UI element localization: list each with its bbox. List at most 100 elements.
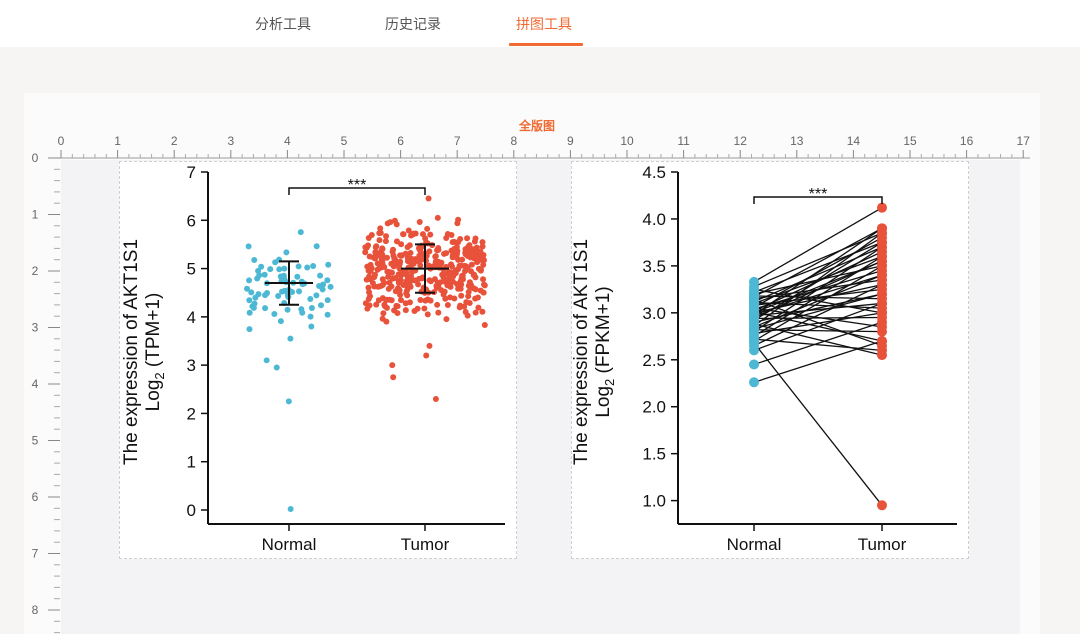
ruler-label: 13 bbox=[790, 134, 804, 148]
x-tick-label: Tumor bbox=[401, 535, 450, 554]
data-point bbox=[475, 304, 482, 311]
data-point bbox=[380, 310, 387, 317]
data-point bbox=[464, 235, 471, 242]
data-point bbox=[299, 309, 306, 316]
data-point bbox=[472, 235, 479, 242]
y-axis-title-line1: The expression of AKT1S1 bbox=[572, 239, 592, 465]
data-point bbox=[416, 246, 423, 253]
y-tick-label: 4 bbox=[187, 308, 196, 327]
data-point bbox=[287, 506, 294, 513]
pair-line bbox=[753, 323, 883, 356]
significance-bracket bbox=[753, 196, 883, 204]
ruler-label: 14 bbox=[847, 134, 861, 148]
data-point bbox=[480, 261, 487, 268]
pair-line bbox=[753, 227, 883, 298]
data-point bbox=[289, 289, 296, 296]
ruler-label: 5 bbox=[32, 434, 39, 448]
data-point bbox=[388, 260, 395, 267]
data-point bbox=[427, 278, 434, 285]
data-point bbox=[324, 277, 331, 284]
pair-line bbox=[753, 295, 883, 300]
data-point bbox=[749, 276, 759, 287]
y-tick-label: 4.0 bbox=[642, 210, 666, 229]
data-point bbox=[432, 395, 439, 402]
data-point bbox=[470, 246, 477, 253]
data-point bbox=[258, 263, 265, 270]
data-point bbox=[391, 307, 398, 314]
tab-puzzle-tool[interactable]: 拼图工具 bbox=[516, 17, 572, 33]
data-point bbox=[273, 364, 280, 371]
data-point bbox=[390, 246, 397, 253]
data-point bbox=[372, 249, 379, 256]
data-point bbox=[384, 268, 391, 275]
data-point bbox=[376, 237, 383, 244]
ruler-label: 8 bbox=[510, 134, 517, 148]
data-point bbox=[467, 268, 474, 275]
data-point bbox=[327, 283, 334, 290]
data-point bbox=[444, 301, 451, 308]
data-point bbox=[246, 277, 253, 284]
chart-panel-fpkm[interactable]: 1.0 1.5 2.0 2.5 3.0 3.5 4.0 4.5 Normal Tumor The e… bbox=[571, 161, 969, 559]
data-point bbox=[456, 304, 463, 311]
ruler-label: 15 bbox=[903, 134, 917, 148]
data-point bbox=[403, 278, 410, 285]
data-point bbox=[468, 261, 475, 268]
data-point bbox=[432, 253, 439, 260]
ruler-label: 17 bbox=[1017, 134, 1030, 148]
tab-history[interactable]: 历史记录 bbox=[385, 17, 441, 33]
data-point bbox=[319, 286, 326, 293]
data-point bbox=[387, 219, 394, 226]
data-point bbox=[435, 244, 442, 251]
data-point bbox=[477, 267, 484, 274]
data-point bbox=[304, 264, 311, 271]
data-point bbox=[376, 230, 383, 237]
tab-analysis-tools[interactable]: 分析工具 bbox=[255, 17, 311, 33]
ruler-label: 6 bbox=[32, 490, 39, 504]
horizontal-ruler: 0 1 2 3 4 5 6 7 8 9 10 11 12 13 14 15 16 17 bbox=[55, 134, 1030, 159]
data-point bbox=[458, 292, 465, 299]
data-point bbox=[385, 273, 392, 280]
data-point bbox=[365, 284, 372, 291]
ruler-label: 0 bbox=[32, 151, 39, 165]
data-point bbox=[373, 301, 380, 308]
data-point bbox=[367, 293, 374, 300]
data-point bbox=[422, 297, 429, 304]
data-point bbox=[749, 359, 759, 370]
data-point bbox=[417, 262, 424, 269]
ruler-label: 12 bbox=[734, 134, 748, 148]
data-point bbox=[313, 292, 320, 299]
ruler-label: 4 bbox=[32, 377, 39, 391]
data-point bbox=[462, 308, 469, 315]
data-point bbox=[385, 285, 392, 292]
data-point bbox=[408, 277, 415, 284]
ruler-label: 7 bbox=[454, 134, 461, 148]
ruler-label: 5 bbox=[341, 134, 348, 148]
data-point bbox=[246, 326, 253, 333]
series-normal bbox=[749, 276, 759, 388]
data-point bbox=[369, 280, 376, 287]
y-axis-title: The expression of AKT1S1 Log2 (TPM+1) bbox=[121, 239, 167, 465]
data-point bbox=[474, 259, 481, 266]
data-point bbox=[372, 244, 379, 251]
data-point bbox=[251, 257, 258, 264]
data-point bbox=[383, 297, 390, 304]
data-point bbox=[877, 340, 887, 351]
pair-line bbox=[753, 227, 883, 316]
data-point bbox=[416, 218, 423, 225]
pair-line bbox=[753, 329, 883, 333]
data-point bbox=[406, 242, 413, 249]
pair-line bbox=[753, 311, 883, 342]
significance-label: *** bbox=[809, 186, 828, 203]
data-point bbox=[455, 216, 462, 223]
data-point bbox=[424, 311, 431, 318]
data-point bbox=[378, 282, 385, 289]
chart-panel-tpm[interactable]: 0 1 2 3 4 5 6 7 Normal Tumor The expression of AKT… bbox=[119, 161, 517, 559]
ruler-label: 11 bbox=[677, 134, 690, 148]
data-point bbox=[390, 252, 397, 259]
data-point bbox=[287, 335, 294, 342]
data-point bbox=[877, 256, 887, 267]
pair-line bbox=[753, 251, 883, 312]
data-point bbox=[481, 321, 488, 328]
pair-line bbox=[753, 293, 883, 330]
y-axis-title-line2: Log2 (TPM+1) bbox=[143, 293, 167, 412]
